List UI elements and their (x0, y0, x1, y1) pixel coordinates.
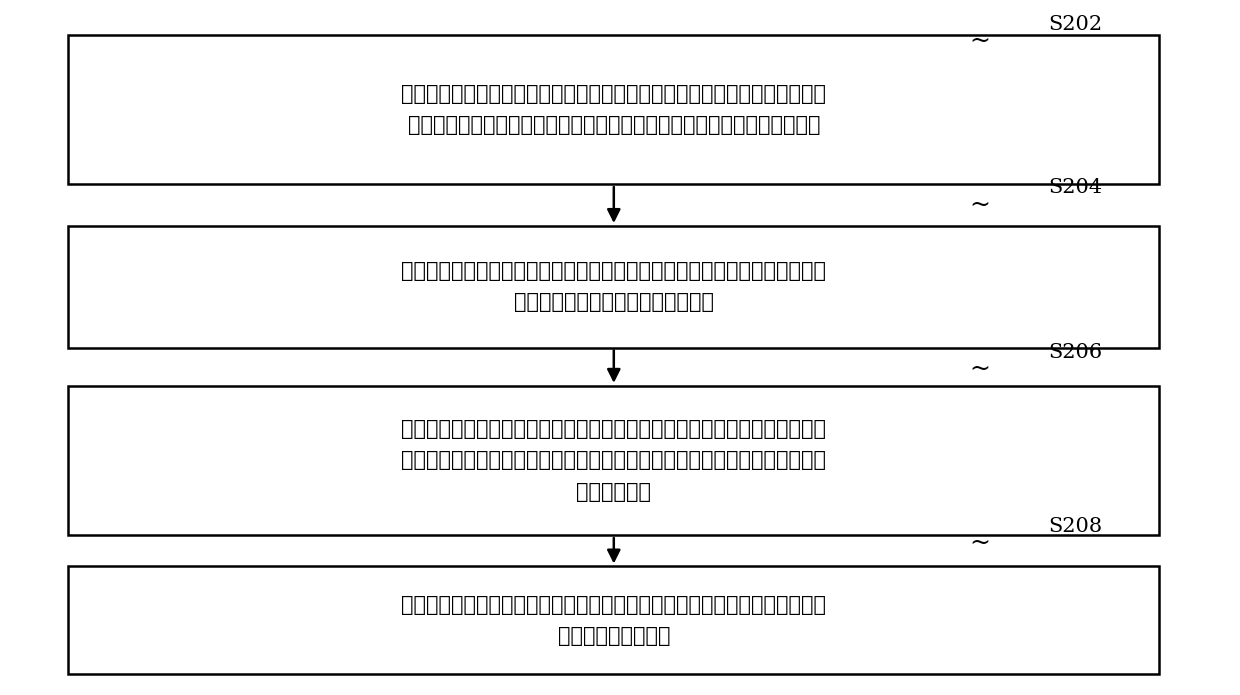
Text: 接收终端发送的携带用户标识的理赔请求，根据理赔请求接收理赔影像文件；
将理赔影像文件进行脱敏解析获取理赔数据，理赔数据包括对应的中文描述: 接收终端发送的携带用户标识的理赔请求，根据理赔请求接收理赔影像文件； 将理赔影像… (402, 84, 826, 135)
Text: ~: ~ (970, 30, 990, 54)
Text: S206: S206 (1048, 343, 1102, 362)
Text: 当识别理赔数据不存在理赔风险时，根据理赔数据获取理赔账单，根据理赔账
单计算得到理赔费用: 当识别理赔数据不存在理赔风险时，根据理赔数据获取理赔账单，根据理赔账 单计算得到… (402, 595, 826, 646)
Bar (68, 566, 1159, 674)
Bar (68, 226, 1159, 348)
Text: S204: S204 (1048, 178, 1102, 197)
Text: 根据用户标识获取用户历史理赔数据和用户信息；调用风控模型，将已匹配代
码的理赔数据、历史理赔数据和用户信息输入至风控模型中识别理赔数据是否
存在理赔风险: 根据用户标识获取用户历史理赔数据和用户信息；调用风控模型，将已匹配代 码的理赔数… (402, 419, 826, 502)
Text: 若识别到理赔数据未重复回传且为有效数据，则获取代码表，根据中文描述从
代码表中匹配理赔数据相对应的代码: 若识别到理赔数据未重复回传且为有效数据，则获取代码表，根据中文描述从 代码表中匹… (402, 261, 826, 312)
Text: ~: ~ (970, 193, 990, 217)
Bar (68, 35, 1159, 184)
Bar (68, 386, 1159, 535)
Text: ~: ~ (970, 532, 990, 555)
Text: ~: ~ (970, 358, 990, 382)
Text: S202: S202 (1048, 15, 1102, 34)
Text: S208: S208 (1048, 516, 1102, 536)
